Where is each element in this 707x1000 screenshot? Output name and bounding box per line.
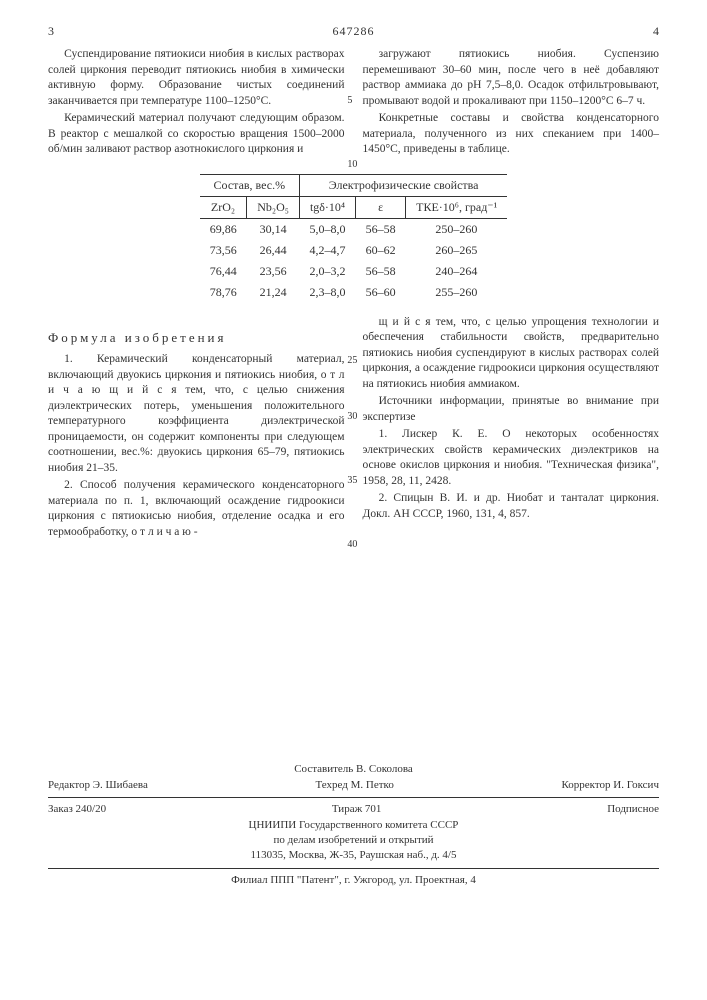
cell: 73,56	[200, 240, 247, 261]
table-row: 76,44 23,56 2,0–3,2 56–58 240–264	[200, 261, 508, 282]
th-group: Состав, вес.%	[200, 174, 300, 196]
table-row: 69,86 30,14 5,0–8,0 56–58 250–260	[200, 218, 508, 240]
org1: ЦНИИПИ Государственного комитета СССР	[48, 818, 659, 833]
cell: 4,2–4,7	[299, 240, 355, 261]
th: Nb₂O₅	[247, 196, 300, 218]
page: 3 647286 4 Суспендирование пятиокиси нио…	[0, 0, 707, 912]
para: загружают пятиокись ниобия. Суспензию пе…	[363, 47, 660, 109]
th: ZrO₂	[200, 196, 247, 218]
line-marker: 35	[347, 475, 357, 486]
top-right-col: загружают пятиокись ниобия. Суспензию пе…	[363, 47, 660, 160]
line-marker: 30	[347, 411, 357, 422]
cell: 21,24	[247, 282, 300, 303]
cell: 26,44	[247, 240, 300, 261]
composer: Составитель В. Соколова	[48, 762, 659, 777]
cell: 69,86	[200, 218, 247, 240]
cell: 56–58	[356, 218, 406, 240]
para: 2. Спицын В. И. и др. Ниобат и танталат …	[363, 491, 660, 522]
bottom-right-col: щ и й с я тем, что, с целью упрощения те…	[363, 315, 660, 543]
top-left-col: Суспендирование пятиокиси ниобия в кислы…	[48, 47, 345, 160]
cell: 23,56	[247, 261, 300, 282]
para: Источники информации, принятые во вниман…	[363, 394, 660, 425]
para: 1. Керамический конденсаторный материал,…	[48, 352, 345, 476]
para: Керамический материал получают следующим…	[48, 111, 345, 158]
cell: 30,14	[247, 218, 300, 240]
page-num-left: 3	[48, 24, 108, 39]
line-marker: 40	[347, 539, 357, 550]
editor: Редактор Э. Шибаева	[48, 778, 148, 793]
bottom-left-col: Формула изобретения 1. Керамический конд…	[48, 315, 345, 543]
table-row: 78,76 21,24 2,3–8,0 56–60 255–260	[200, 282, 508, 303]
colophon: Составитель В. Соколова Редактор Э. Шиба…	[48, 762, 659, 888]
line-marker: 5	[347, 95, 352, 106]
divider	[48, 868, 659, 869]
properties-table: Состав, вес.% Электрофизические свойства…	[200, 174, 508, 303]
th: tgδ·10⁴	[299, 196, 355, 218]
cell: 250–260	[406, 218, 508, 240]
cell: 5,0–8,0	[299, 218, 355, 240]
cell: 2,0–3,2	[299, 261, 355, 282]
para: 2. Способ получения керамического конден…	[48, 478, 345, 540]
branch: Филиал ППП "Патент", г. Ужгород, ул. Про…	[48, 873, 659, 888]
tirage: Тираж 701	[332, 802, 382, 817]
cell: 255–260	[406, 282, 508, 303]
para: щ и й с я тем, что, с целью упрощения те…	[363, 315, 660, 393]
para: 1. Лискер К. Е. О некоторых особенностях…	[363, 427, 660, 489]
order-num: Заказ 240/20	[48, 802, 106, 817]
cell: 56–58	[356, 261, 406, 282]
subscribed: Подписное	[607, 802, 659, 817]
doc-number: 647286	[108, 24, 599, 39]
header: 3 647286 4	[48, 24, 659, 39]
org2: по делам изобретений и открытий	[48, 833, 659, 848]
page-num-right: 4	[599, 24, 659, 39]
table-body: 69,86 30,14 5,0–8,0 56–58 250–260 73,56 …	[200, 218, 508, 303]
tech-editor: Техред М. Петко	[316, 778, 394, 793]
cell: 78,76	[200, 282, 247, 303]
corrector: Корректор И. Гоксич	[561, 778, 659, 793]
cell: 60–62	[356, 240, 406, 261]
cell: 2,3–8,0	[299, 282, 355, 303]
th: ε	[356, 196, 406, 218]
cell: 56–60	[356, 282, 406, 303]
line-marker: 10	[347, 159, 357, 170]
th: ТКЕ·10⁶, град⁻¹	[406, 196, 508, 218]
bottom-text: Формула изобретения 1. Керамический конд…	[48, 315, 659, 543]
line-marker: 25	[347, 355, 357, 366]
divider	[48, 797, 659, 798]
cell: 240–264	[406, 261, 508, 282]
cell: 76,44	[200, 261, 247, 282]
cell: 260–265	[406, 240, 508, 261]
th-group: Электрофизические свойства	[299, 174, 507, 196]
para: Суспендирование пятиокиси ниобия в кислы…	[48, 47, 345, 109]
top-text: Суспендирование пятиокиси ниобия в кислы…	[48, 47, 659, 160]
table-row: 73,56 26,44 4,2–4,7 60–62 260–265	[200, 240, 508, 261]
addr: 113035, Москва, Ж-35, Раушская наб., д. …	[48, 848, 659, 863]
para: Конкретные составы и свойства конденсато…	[363, 111, 660, 158]
formula-heading: Формула изобретения	[48, 329, 345, 347]
